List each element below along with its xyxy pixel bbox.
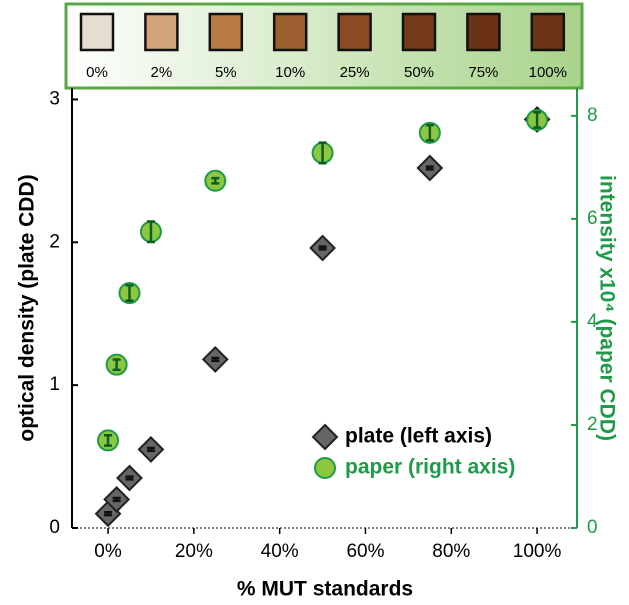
x-tick-label: 0% xyxy=(94,541,122,562)
sample-strip xyxy=(66,4,582,88)
legend-marker xyxy=(315,458,335,478)
sample-label: 75% xyxy=(468,64,498,81)
sample-swatch xyxy=(467,14,499,50)
sample-swatch xyxy=(532,14,564,50)
legend-label: paper (right axis) xyxy=(345,456,515,479)
legend-marker xyxy=(313,425,337,449)
x-tick-label: 40% xyxy=(261,541,299,562)
y-axis-label: optical density (plate CDD) xyxy=(16,174,39,441)
sample-label: 50% xyxy=(404,64,434,81)
sample-swatch xyxy=(339,14,371,50)
y-tick-label: 2 xyxy=(49,231,60,252)
sample-swatch xyxy=(403,14,435,50)
sample-label: 5% xyxy=(215,64,237,81)
y2-tick-label: 2 xyxy=(587,414,598,435)
x-axis-label: % MUT standards xyxy=(237,578,413,601)
sample-label: 100% xyxy=(529,64,567,81)
legend-label: plate (left axis) xyxy=(345,425,492,448)
y2-axis-label: intensity x10⁴ (paper CDD) xyxy=(595,175,618,441)
x-tick-label: 60% xyxy=(346,541,384,562)
x-tick-label: 80% xyxy=(432,541,470,562)
y2-tick-label: 4 xyxy=(587,311,598,332)
x-tick-label: 100% xyxy=(513,541,562,562)
chart: optical density (plate CDD) % MUT standa… xyxy=(0,0,629,605)
sample-swatch xyxy=(274,14,306,50)
y-tick-label: 0 xyxy=(49,517,60,538)
sample-swatch xyxy=(145,14,177,50)
sample-label: 10% xyxy=(275,64,305,81)
y-tick-label: 3 xyxy=(49,88,60,109)
y2-tick-label: 8 xyxy=(587,105,598,126)
x-tick-label: 20% xyxy=(175,541,213,562)
sample-label: 2% xyxy=(151,64,173,81)
sample-label: 25% xyxy=(340,64,370,81)
y-tick-label: 1 xyxy=(49,374,60,395)
sample-swatch xyxy=(210,14,242,50)
sample-swatch xyxy=(81,14,113,50)
y2-tick-label: 6 xyxy=(587,208,598,229)
sample-label: 0% xyxy=(86,64,108,81)
y2-tick-label: 0 xyxy=(587,517,598,538)
